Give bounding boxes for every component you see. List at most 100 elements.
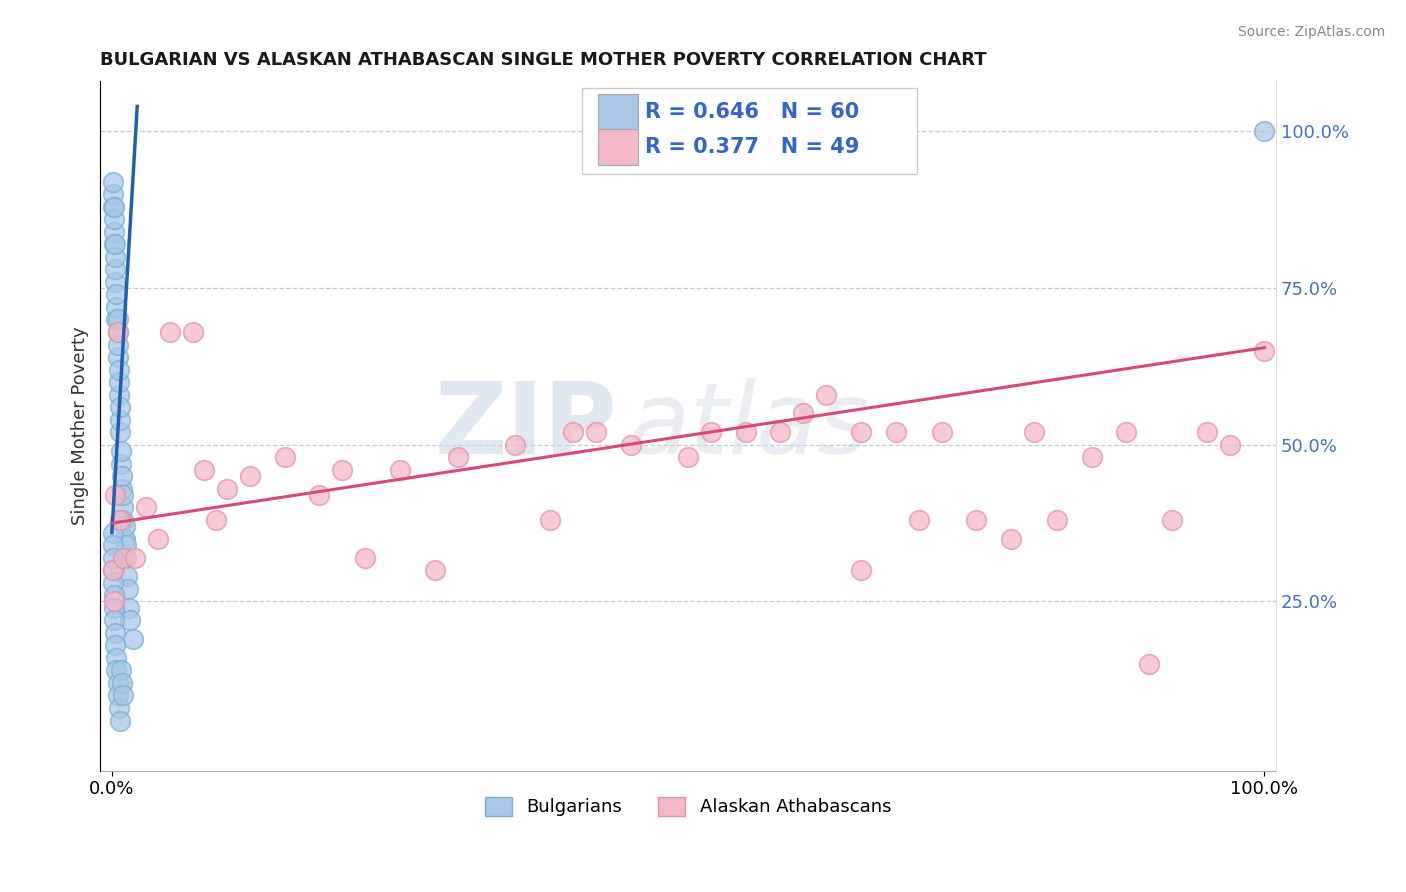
- Point: [389, 463, 412, 477]
- Point: [114, 532, 136, 546]
- Point: [107, 689, 129, 703]
- Point: [105, 312, 128, 326]
- Text: Source: ZipAtlas.com: Source: ZipAtlas.com: [1237, 25, 1385, 39]
- Point: [104, 237, 127, 252]
- Point: [308, 488, 330, 502]
- Point: [423, 563, 446, 577]
- Point: [103, 237, 125, 252]
- Point: [117, 582, 139, 596]
- Point: [561, 425, 583, 440]
- Point: [108, 513, 131, 527]
- Point: [1161, 513, 1184, 527]
- Point: [585, 425, 607, 440]
- Point: [105, 664, 128, 678]
- Point: [107, 362, 129, 376]
- Point: [104, 275, 127, 289]
- FancyBboxPatch shape: [598, 129, 637, 165]
- Point: [792, 407, 814, 421]
- Point: [103, 600, 125, 615]
- Point: [146, 532, 169, 546]
- Point: [107, 337, 129, 351]
- Point: [103, 613, 125, 627]
- Point: [124, 550, 146, 565]
- Point: [103, 200, 125, 214]
- Point: [1219, 438, 1241, 452]
- Point: [110, 457, 132, 471]
- Point: [111, 482, 134, 496]
- Point: [104, 262, 127, 277]
- Point: [108, 714, 131, 728]
- Text: R = 0.646   N = 60: R = 0.646 N = 60: [645, 103, 859, 122]
- Point: [121, 632, 143, 646]
- Point: [204, 513, 226, 527]
- Y-axis label: Single Mother Poverty: Single Mother Poverty: [72, 326, 89, 525]
- Text: BULGARIAN VS ALASKAN ATHABASCAN SINGLE MOTHER POVERTY CORRELATION CHART: BULGARIAN VS ALASKAN ATHABASCAN SINGLE M…: [100, 51, 987, 69]
- Point: [114, 538, 136, 552]
- Point: [734, 425, 756, 440]
- Point: [354, 550, 377, 565]
- Point: [107, 325, 129, 339]
- Point: [931, 425, 953, 440]
- Point: [112, 488, 135, 502]
- Point: [107, 701, 129, 715]
- Point: [769, 425, 792, 440]
- Point: [274, 450, 297, 465]
- Point: [159, 325, 181, 339]
- Point: [103, 212, 125, 227]
- Point: [193, 463, 215, 477]
- Point: [1253, 124, 1275, 138]
- Point: [538, 513, 561, 527]
- Point: [104, 625, 127, 640]
- Point: [107, 350, 129, 364]
- Point: [110, 444, 132, 458]
- Point: [1115, 425, 1137, 440]
- Point: [105, 651, 128, 665]
- Point: [217, 482, 239, 496]
- Point: [1080, 450, 1102, 465]
- Text: atlas: atlas: [630, 377, 870, 475]
- Point: [101, 575, 124, 590]
- Point: [111, 676, 134, 690]
- Point: [1022, 425, 1045, 440]
- Point: [105, 287, 128, 301]
- Point: [849, 425, 872, 440]
- Point: [676, 450, 699, 465]
- Point: [108, 425, 131, 440]
- Point: [105, 300, 128, 314]
- Point: [135, 500, 157, 515]
- FancyBboxPatch shape: [598, 95, 637, 130]
- Point: [907, 513, 929, 527]
- Point: [114, 550, 136, 565]
- Point: [101, 525, 124, 540]
- Point: [107, 387, 129, 401]
- Point: [239, 469, 262, 483]
- Point: [884, 425, 907, 440]
- Point: [1137, 657, 1160, 672]
- Point: [110, 664, 132, 678]
- Text: R = 0.377   N = 49: R = 0.377 N = 49: [645, 136, 859, 157]
- Point: [120, 613, 142, 627]
- Point: [101, 563, 124, 577]
- Point: [115, 569, 138, 583]
- Point: [103, 225, 125, 239]
- Point: [104, 488, 127, 502]
- Point: [112, 689, 135, 703]
- Point: [101, 563, 124, 577]
- Point: [503, 438, 526, 452]
- Point: [112, 500, 135, 515]
- Text: ZIP: ZIP: [434, 377, 617, 475]
- Point: [103, 594, 125, 608]
- Point: [965, 513, 987, 527]
- Legend: Bulgarians, Alaskan Athabascans: Bulgarians, Alaskan Athabascans: [478, 790, 898, 823]
- Point: [111, 469, 134, 483]
- Point: [181, 325, 204, 339]
- Point: [619, 438, 641, 452]
- Point: [107, 375, 129, 389]
- Point: [1195, 425, 1218, 440]
- Point: [107, 312, 129, 326]
- Point: [108, 401, 131, 415]
- Point: [446, 450, 468, 465]
- Point: [815, 387, 838, 401]
- Point: [101, 175, 124, 189]
- Point: [101, 200, 124, 214]
